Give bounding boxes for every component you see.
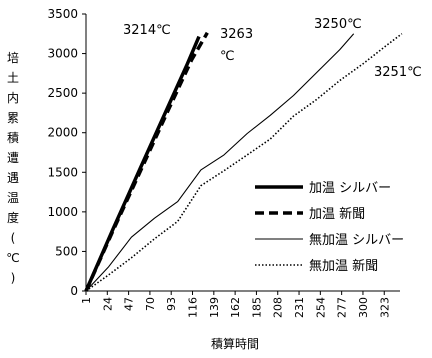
x-axis-label: 積算時間 <box>211 336 259 351</box>
series-end-label-unit: ℃ <box>220 49 235 64</box>
x-tick-label: 254 <box>314 297 327 318</box>
series-line-3 <box>85 33 355 292</box>
y-tick-label: 1000 <box>47 205 78 219</box>
x-tick-label: 24 <box>101 297 114 311</box>
x-tick-label: 1 <box>80 297 93 304</box>
legend-label-1: 加温 シルバー <box>309 181 391 196</box>
series-end-label: 3251℃ <box>374 65 422 80</box>
x-tick-label: 47 <box>123 297 136 311</box>
x-tick-label: 116 <box>187 297 200 318</box>
x-tick-label: 323 <box>378 297 391 318</box>
y-tick-label: 2500 <box>47 86 78 100</box>
y-tick-label: 2000 <box>47 126 78 140</box>
y-tick-label: 500 <box>55 244 78 258</box>
y-tick-label: 3000 <box>47 47 78 61</box>
x-tick-label: 162 <box>229 297 242 318</box>
series-line-1 <box>84 35 201 292</box>
y-tick-label: 1500 <box>47 165 78 179</box>
x-tick-label: 93 <box>165 297 178 311</box>
x-tick-label: 208 <box>272 297 285 318</box>
x-tick-label: 185 <box>250 297 263 318</box>
y-axis-label: 培土内累積遭遇温度(℃) <box>6 50 19 285</box>
legend-label-3: 無加温 シルバー <box>309 233 404 248</box>
series-line-4 <box>85 33 403 292</box>
x-tick-label: 231 <box>293 297 306 318</box>
x-tick-label: 139 <box>208 297 221 318</box>
series-end-label: 3214℃ <box>123 23 171 38</box>
x-tick-label: 70 <box>144 297 157 311</box>
y-tick-label: 0 <box>70 284 78 298</box>
legend-label-2: 加温 新聞 <box>309 206 365 222</box>
x-tick-label: 300 <box>357 297 370 318</box>
series-end-label: 3263 <box>220 27 253 42</box>
legend-label-4: 無加温 新聞 <box>309 258 378 274</box>
series-line-2 <box>84 31 209 292</box>
x-tick-label: 277 <box>336 297 349 318</box>
y-tick-label: 3500 <box>47 7 78 21</box>
series-end-label: 3250℃ <box>314 17 362 32</box>
